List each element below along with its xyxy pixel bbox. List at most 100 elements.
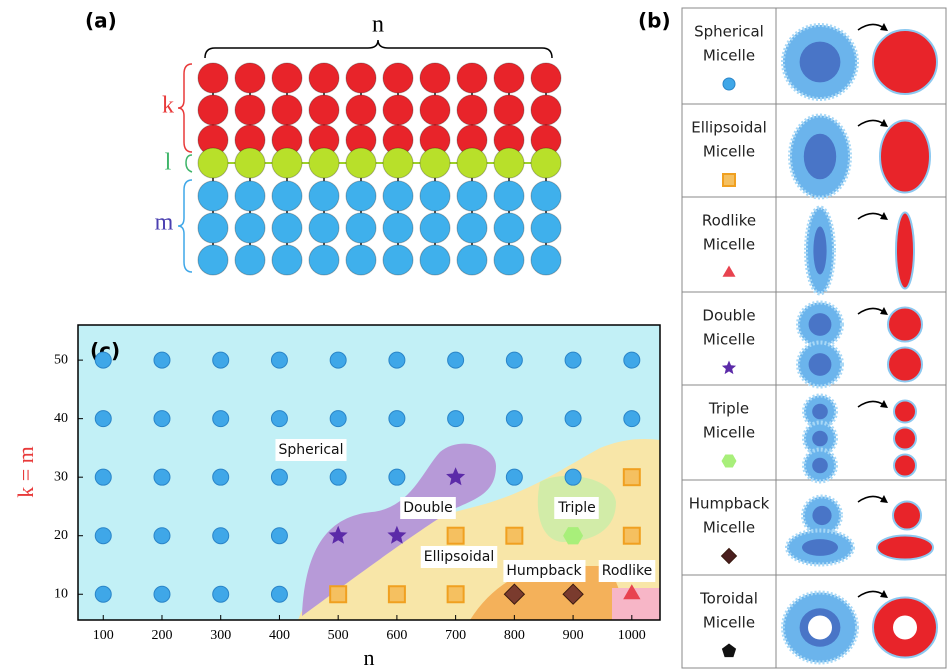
- x-tick-label: 300: [210, 628, 231, 643]
- marker-star: [722, 361, 736, 375]
- core-shell: [894, 428, 916, 450]
- k-label: k: [162, 93, 174, 119]
- marker-circle: [271, 528, 287, 544]
- core-shell: [880, 121, 930, 193]
- marker-circle: [506, 469, 522, 485]
- bead: [272, 245, 302, 275]
- marker-circle: [506, 352, 522, 368]
- bead: [309, 148, 339, 178]
- marker-circle: [213, 469, 229, 485]
- marker-circle: [154, 469, 170, 485]
- bead: [531, 213, 561, 243]
- brace: [178, 64, 192, 152]
- bead: [198, 245, 228, 275]
- marker-square: [448, 586, 464, 602]
- bead: [494, 181, 524, 211]
- bead: [235, 95, 265, 125]
- core: [813, 227, 826, 275]
- marker-circle: [624, 411, 640, 427]
- bead: [494, 63, 524, 93]
- bead: [457, 63, 487, 93]
- bead: [235, 181, 265, 211]
- brace: [205, 40, 552, 58]
- bead: [309, 213, 339, 243]
- marker-circle: [154, 352, 170, 368]
- x-axis-title: n: [364, 645, 375, 670]
- core: [812, 431, 828, 447]
- micelle-name: Micelle: [703, 143, 755, 161]
- bead: [198, 63, 228, 93]
- arrow: [858, 308, 884, 314]
- micelle-name: Ellipsoidal: [691, 119, 767, 137]
- region-label: Triple: [557, 500, 596, 516]
- core: [800, 42, 841, 83]
- marker-circle: [506, 411, 522, 427]
- x-tick-label: 1000: [618, 628, 646, 643]
- n-label: n: [372, 12, 384, 38]
- arrow: [858, 591, 884, 597]
- bead: [346, 95, 376, 125]
- bead-chain: [198, 63, 561, 275]
- marker-circle: [565, 469, 581, 485]
- marker-diamond: [722, 549, 737, 564]
- micelle-name: Triple: [708, 400, 749, 418]
- x-tick-label: 200: [151, 628, 172, 643]
- bead: [309, 181, 339, 211]
- marker-circle: [95, 411, 111, 427]
- marker-triangle: [723, 266, 736, 277]
- marker-circle: [330, 469, 346, 485]
- bead: [531, 245, 561, 275]
- marker-circle: [448, 352, 464, 368]
- marker-circle: [723, 78, 735, 90]
- marker-circle: [271, 352, 287, 368]
- core-shell: [894, 455, 916, 477]
- bead: [531, 95, 561, 125]
- marker-circle: [624, 352, 640, 368]
- marker-circle: [95, 528, 111, 544]
- marker-circle: [389, 411, 405, 427]
- y-axis-title: k = m: [13, 446, 38, 498]
- bead: [457, 95, 487, 125]
- marker-circle: [389, 469, 405, 485]
- bead: [457, 245, 487, 275]
- bead: [272, 63, 302, 93]
- y-tick-label: 30: [54, 469, 68, 484]
- l-label: l: [165, 150, 172, 176]
- bead: [346, 213, 376, 243]
- x-tick-label: 500: [328, 628, 349, 643]
- core: [812, 506, 831, 525]
- bead: [531, 63, 561, 93]
- marker-circle: [271, 586, 287, 602]
- bead: [235, 148, 265, 178]
- bead: [383, 63, 413, 93]
- micelle-name: Micelle: [703, 519, 755, 537]
- region-label: Humpback: [506, 563, 582, 579]
- arrow: [858, 24, 884, 30]
- marker-square: [389, 586, 405, 602]
- bead: [420, 63, 450, 93]
- bead: [457, 181, 487, 211]
- y-tick-label: 20: [54, 528, 68, 543]
- micelle-name: Micelle: [703, 47, 755, 65]
- bead: [346, 245, 376, 275]
- bead: [309, 63, 339, 93]
- bead: [383, 95, 413, 125]
- marker-circle: [213, 586, 229, 602]
- core: [812, 458, 828, 474]
- m-label: m: [155, 210, 174, 236]
- marker-circle: [448, 411, 464, 427]
- bead: [198, 148, 228, 178]
- marker-square: [330, 586, 346, 602]
- arrow: [858, 401, 884, 407]
- bead: [457, 213, 487, 243]
- bead: [494, 245, 524, 275]
- core: [809, 353, 832, 376]
- figure: (a) (b) n k l m SphericalMicelleEllipsoi…: [0, 0, 948, 671]
- marker-circle: [330, 352, 346, 368]
- bead: [531, 181, 561, 211]
- bead: [383, 213, 413, 243]
- micelle-name: Rodlike: [702, 212, 756, 230]
- bead: [383, 181, 413, 211]
- bead: [383, 148, 413, 178]
- arrow: [858, 496, 884, 502]
